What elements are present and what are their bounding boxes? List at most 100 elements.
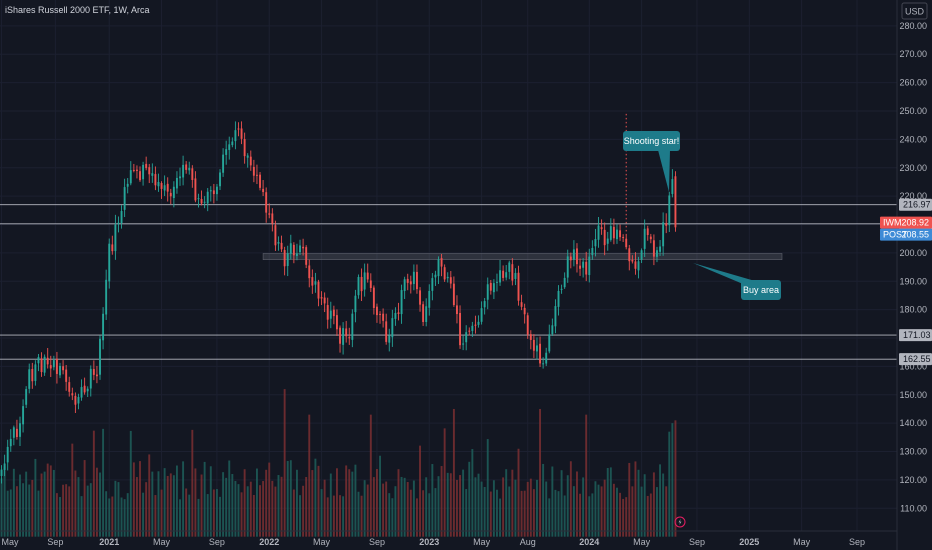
volume-bar bbox=[612, 483, 615, 537]
volume-bar bbox=[332, 495, 335, 537]
grid-lines bbox=[0, 0, 897, 531]
volume-bar bbox=[37, 490, 40, 537]
time-tick-label: May bbox=[153, 537, 171, 547]
volume-bar bbox=[95, 467, 98, 537]
time-tick-label: 2023 bbox=[419, 537, 439, 547]
time-tick-label: 2021 bbox=[99, 537, 119, 547]
price-tick-label: 220.00 bbox=[899, 191, 927, 201]
currency-button[interactable]: USD bbox=[901, 2, 928, 20]
candle-body bbox=[182, 164, 185, 178]
volume-bar bbox=[576, 471, 578, 537]
price-tick-label: 250.00 bbox=[899, 106, 927, 116]
volume-bar bbox=[397, 469, 400, 537]
candle-body bbox=[563, 277, 566, 288]
candle-body bbox=[465, 332, 468, 343]
candle-body bbox=[588, 256, 591, 276]
candle-body bbox=[505, 272, 508, 278]
volume-bar bbox=[175, 465, 178, 537]
time-tick-label: Aug bbox=[520, 537, 536, 547]
currency-button-frame[interactable] bbox=[901, 2, 928, 20]
candle-body bbox=[3, 463, 6, 470]
candle-body bbox=[566, 256, 569, 278]
volume-bar bbox=[560, 470, 563, 537]
candle-body bbox=[625, 239, 628, 248]
candle-body bbox=[452, 283, 455, 305]
candle-body bbox=[428, 290, 431, 308]
candle-body bbox=[179, 176, 181, 179]
volume-bar bbox=[403, 477, 406, 537]
lightning-icon bbox=[678, 518, 682, 526]
candle-body bbox=[191, 168, 194, 180]
candle-body bbox=[640, 250, 643, 260]
candle-body bbox=[120, 211, 123, 224]
volume-bar bbox=[354, 464, 357, 537]
price-badge-tag: IWM bbox=[883, 218, 902, 228]
candle-body bbox=[231, 141, 234, 146]
candle-body bbox=[68, 382, 71, 392]
volume-bar bbox=[154, 495, 157, 537]
volume-bar bbox=[572, 486, 575, 537]
candle-body bbox=[28, 369, 31, 389]
volume-bar bbox=[111, 496, 114, 537]
volume-bar bbox=[425, 477, 428, 537]
candle-body bbox=[619, 230, 622, 238]
volume-bar bbox=[351, 471, 354, 537]
currency-button-label[interactable]: USD bbox=[905, 7, 925, 17]
volume-bar bbox=[406, 481, 409, 537]
volume-bar bbox=[65, 484, 68, 537]
candle-body bbox=[289, 243, 292, 254]
candle-body bbox=[252, 166, 255, 176]
replay-icon[interactable] bbox=[674, 516, 686, 528]
volume-bar bbox=[46, 463, 49, 537]
volume-bar bbox=[274, 486, 277, 537]
candle-body bbox=[511, 264, 514, 281]
candle-body bbox=[234, 130, 237, 142]
volume-bar bbox=[212, 489, 215, 537]
candle-body bbox=[496, 281, 498, 283]
volume-bar bbox=[31, 479, 34, 537]
candle-body bbox=[132, 169, 135, 171]
candle-body bbox=[520, 302, 523, 307]
volume-bar bbox=[71, 443, 74, 537]
volume-bar bbox=[554, 489, 557, 537]
volume-bar bbox=[209, 466, 212, 537]
candle-body bbox=[606, 238, 609, 244]
volume-bar bbox=[99, 472, 101, 537]
candle-body bbox=[59, 365, 61, 376]
candle-body bbox=[40, 358, 43, 373]
candle-body bbox=[468, 330, 471, 332]
volume-bar bbox=[428, 493, 431, 537]
volume-bar bbox=[200, 474, 203, 537]
volume-bar bbox=[22, 483, 25, 537]
volume-bar bbox=[437, 476, 440, 537]
candle-body bbox=[37, 357, 40, 364]
volume-bar bbox=[499, 498, 501, 537]
candle-body bbox=[597, 225, 600, 240]
candle-body bbox=[622, 237, 625, 239]
time-tick-label: 2025 bbox=[739, 537, 759, 547]
volume-bar bbox=[243, 469, 246, 537]
volume-bar bbox=[474, 477, 477, 537]
volume-bar bbox=[102, 428, 105, 537]
candle-body bbox=[305, 247, 308, 265]
volume-bar bbox=[536, 479, 538, 537]
volume-bar bbox=[545, 481, 548, 537]
volume-bar bbox=[363, 480, 366, 537]
time-tick-label: Sep bbox=[689, 537, 705, 547]
candle-body bbox=[391, 318, 394, 338]
volume-bar bbox=[206, 494, 209, 537]
candle-body bbox=[237, 128, 240, 130]
candle-body bbox=[659, 246, 662, 252]
candle-body bbox=[489, 282, 492, 291]
replay-button[interactable] bbox=[674, 516, 686, 528]
candle-body bbox=[357, 277, 360, 296]
candle-body bbox=[160, 183, 163, 189]
candle-body bbox=[19, 423, 21, 437]
price-tick-label: 150.00 bbox=[899, 390, 927, 400]
volume-bar bbox=[462, 469, 465, 537]
volume-bar bbox=[108, 498, 111, 537]
price-badges: 216.97210.25171.03162.55IWM208.92POST208… bbox=[880, 198, 932, 366]
candle-body bbox=[277, 242, 280, 244]
candle-body bbox=[299, 245, 301, 253]
candle-body bbox=[163, 185, 166, 191]
